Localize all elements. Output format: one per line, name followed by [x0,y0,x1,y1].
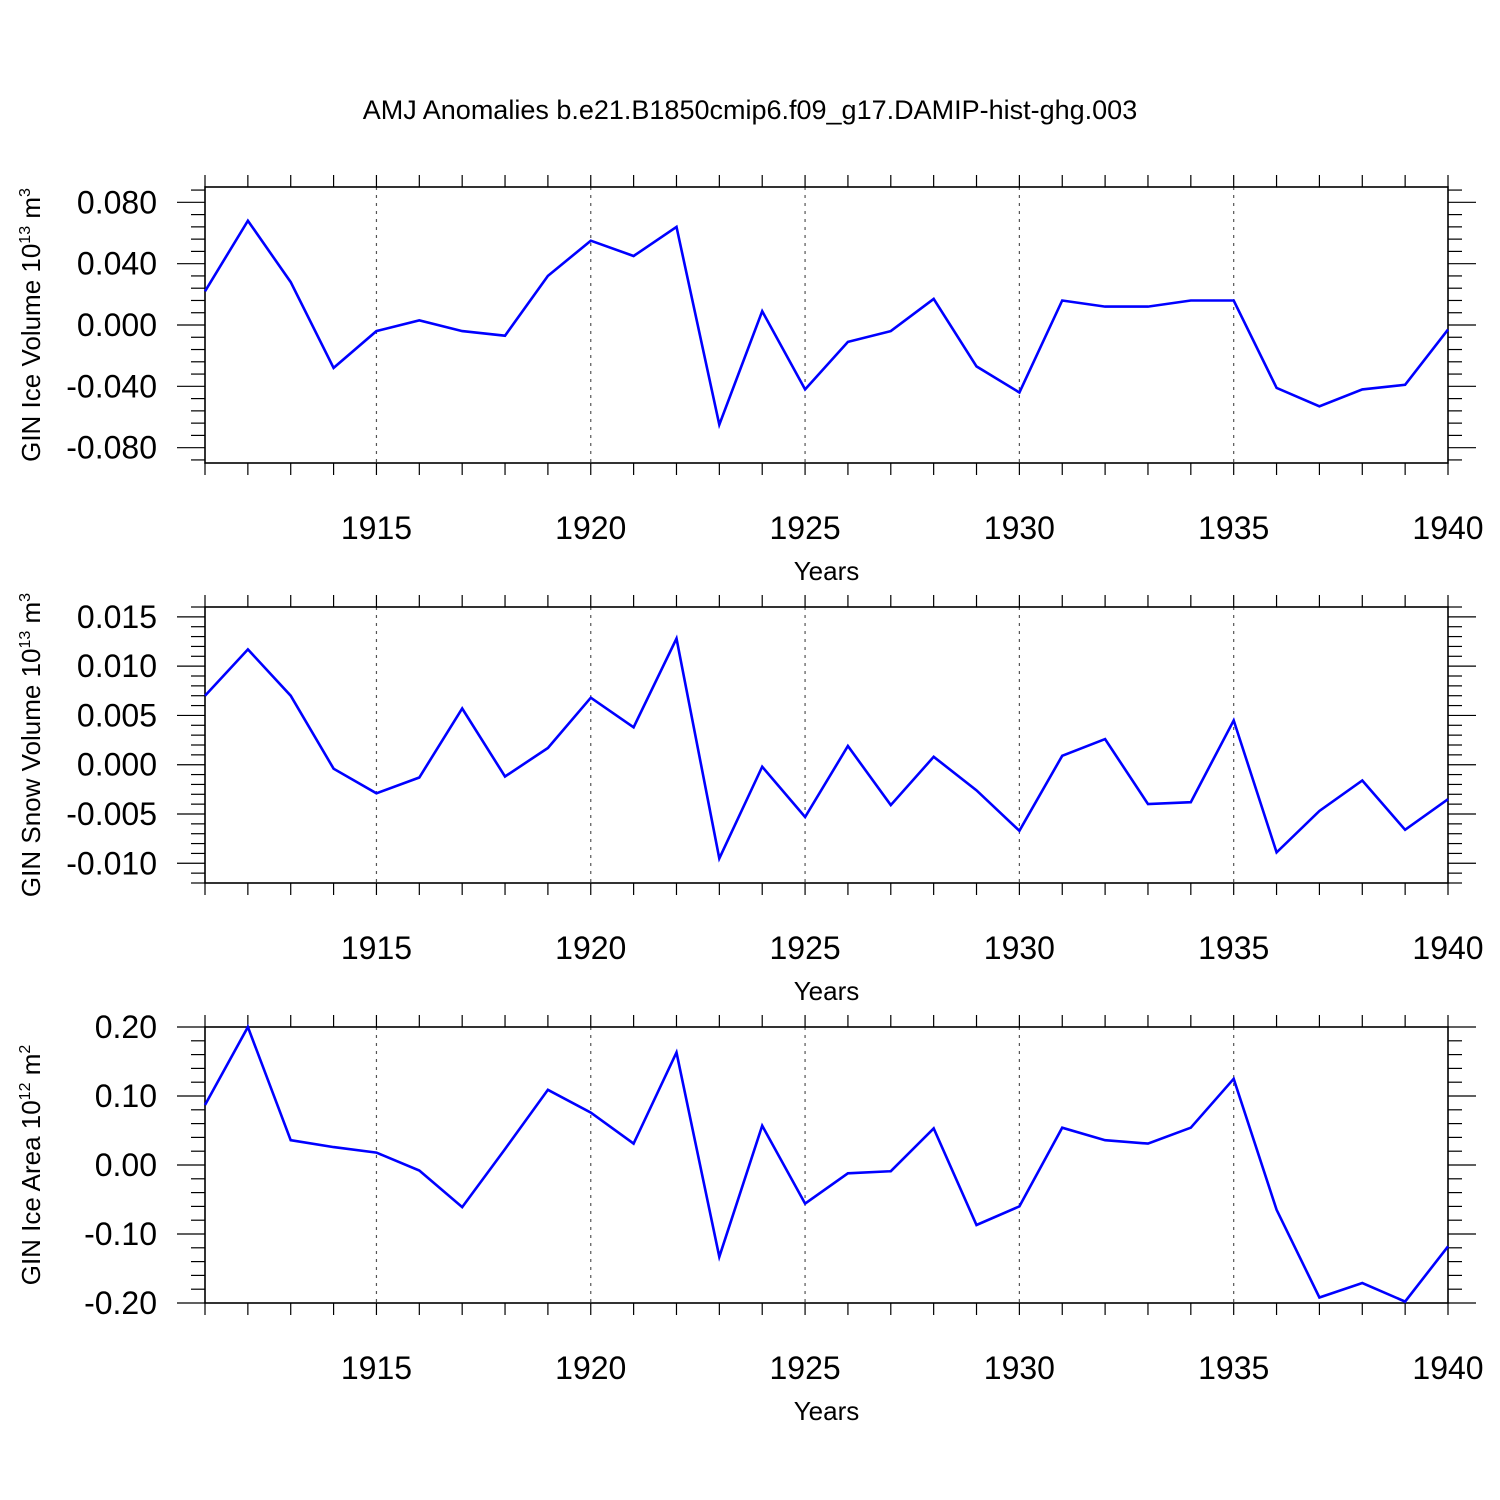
y-axis-label-ylabel-exp: 13 [17,226,34,244]
y-axis-label-ylabel: GIN Ice Area 10 [16,1100,46,1285]
x-tick-label: 1925 [769,930,840,966]
y-axis-label-ylabel-exp: 13 [17,631,34,649]
x-axis-label: Years [794,556,860,586]
y-axis-label-ylabel-unit-exp: 3 [17,188,34,197]
y-tick-label: 0.000 [77,307,157,343]
y-axis-label-ylabel-unit: m [16,1054,46,1083]
x-axis-label: Years [794,1396,860,1426]
y-tick-label: 0.10 [95,1078,157,1114]
x-tick-label: 1940 [1412,930,1483,966]
x-tick-label: 1935 [1198,1350,1269,1386]
series-line [203,1023,1450,1304]
y-axis-label-ylabel-unit-exp: 2 [17,1045,34,1054]
y-tick-label: 0.080 [77,184,157,220]
y-tick-label: 0.040 [77,246,157,282]
y-tick-label: 0.010 [77,648,157,684]
y-tick-label: -0.10 [84,1216,157,1252]
y-tick-label: 0.015 [77,599,157,635]
x-tick-label: 1925 [769,510,840,546]
y-axis-label-ylabel-unit: m [16,602,46,631]
panel-ice-area: -0.20 -0.10 0.00 0.10 0.20 1915 1920 1925 1930 19… [16,1009,1484,1426]
y-tick-label: -0.040 [66,368,157,404]
y-axis-label: GIN Ice Volume 1013 m3 [16,188,46,462]
y-tick-label: 0.005 [77,697,157,733]
y-tick-label: -0.005 [66,796,157,832]
y-tick-label: -0.010 [66,845,157,881]
x-tick-label: 1920 [555,1350,626,1386]
y-axis-label-ylabel-exp: 12 [17,1082,34,1100]
y-axis-label: GIN Ice Area 1012 m2 [16,1045,46,1286]
x-tick-label: 1930 [984,930,1055,966]
x-tick-label: 1915 [341,1350,412,1386]
y-axis-label-ylabel: GIN Snow Volume 10 [16,649,46,898]
x-tick-label: 1930 [984,1350,1055,1386]
panel-ice-volume: -0.080 -0.040 0.000 0.040 0.080 1915 1920 1925 1… [16,175,1484,586]
series-line [203,218,1450,430]
y-axis-label-ylabel-unit-exp: 3 [17,593,34,602]
y-tick-label: 0.000 [77,747,157,783]
y-axis-label-ylabel-unit: m [16,197,46,226]
plot-frame [204,186,1449,464]
series-line [204,634,1449,863]
plot-frame [204,606,1449,884]
x-tick-label: 1935 [1198,930,1269,966]
x-tick-label: 1920 [555,510,626,546]
y-axis-label: GIN Snow Volume 1013 m3 [16,593,46,897]
x-axis-label: Years [794,976,860,1006]
y-tick-label: 0.20 [95,1009,157,1045]
x-tick-label: 1940 [1412,510,1483,546]
x-tick-label: 1930 [984,510,1055,546]
y-tick-label: 0.00 [95,1147,157,1183]
x-tick-label: 1915 [341,510,412,546]
panel-snow-volume: -0.010 -0.005 0.000 0.005 0.010 0.015 1915 1920… [16,593,1484,1006]
x-tick-label: 1915 [341,930,412,966]
x-tick-label: 1920 [555,930,626,966]
chart-title: AMJ Anomalies b.e21.B1850cmip6.f09_g17.D… [362,95,1138,125]
x-tick-label: 1935 [1198,510,1269,546]
x-tick-label: 1925 [769,1350,840,1386]
y-tick-label: -0.080 [66,430,157,466]
x-tick-label: 1940 [1412,1350,1483,1386]
y-axis-label-ylabel: GIN Ice Volume 10 [16,244,46,462]
y-tick-label: -0.20 [84,1285,157,1321]
